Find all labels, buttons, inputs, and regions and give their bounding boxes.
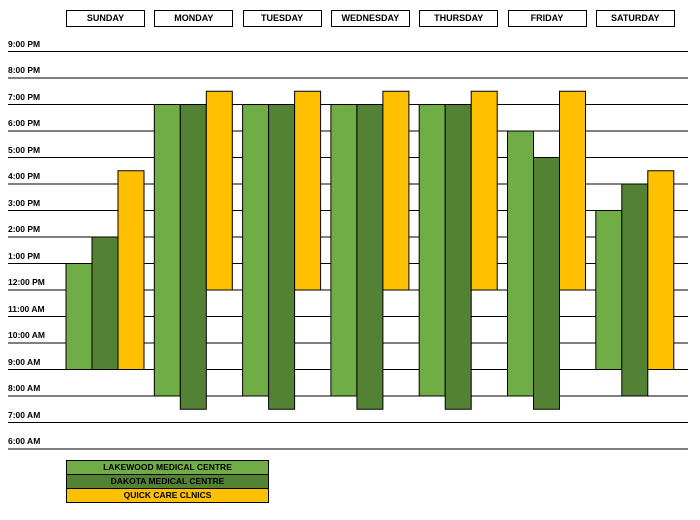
y-tick-label: 8:00 PM bbox=[8, 65, 41, 75]
y-tick-label: 1:00 PM bbox=[8, 250, 41, 261]
y-tick-label: 5:00 PM bbox=[8, 144, 41, 155]
y-tick-label: 3:00 PM bbox=[8, 197, 41, 208]
bar bbox=[382, 90, 410, 291]
y-tick-label: 7:00 AM bbox=[8, 409, 41, 420]
y-tick-label: 2:00 PM bbox=[8, 224, 41, 234]
y-tick-label: 7:00 PM bbox=[8, 91, 41, 102]
y-tick-label: 11:00 AM bbox=[8, 303, 45, 314]
legend-item: LAKEWOOD MEDICAL CENTRE bbox=[66, 460, 269, 475]
y-tick-label: 9:00 PM bbox=[8, 38, 41, 49]
bar bbox=[242, 104, 270, 397]
bar bbox=[179, 104, 207, 410]
bar bbox=[330, 104, 358, 397]
y-tick-label: 6:00 PM bbox=[8, 118, 41, 128]
bar bbox=[595, 210, 623, 370]
day-header: MONDAY bbox=[154, 10, 234, 27]
bar bbox=[65, 263, 93, 370]
day-header: TUESDAY bbox=[242, 10, 322, 27]
bar bbox=[647, 170, 675, 370]
bar bbox=[444, 104, 472, 410]
bar bbox=[507, 130, 534, 397]
y-tick-label: 9:00 AM bbox=[8, 356, 41, 367]
y-tick-label: 10:00 AM bbox=[8, 330, 46, 340]
y-tick-label: 4:00 PM bbox=[8, 171, 41, 181]
y-tick-label: 6:00 AM bbox=[8, 436, 41, 446]
legend-item: QUICK CARE CLNICS bbox=[66, 488, 269, 503]
day-header: THURSDAY bbox=[419, 10, 499, 27]
bar bbox=[418, 104, 446, 397]
day-header: SATURDAY bbox=[595, 10, 675, 27]
day-header: FRIDAY bbox=[507, 10, 587, 27]
y-tick-label: 12:00 PM bbox=[8, 277, 45, 287]
bar bbox=[268, 104, 296, 410]
legend-item: DAKOTA MEDICAL CENTRE bbox=[66, 474, 269, 489]
bar bbox=[559, 90, 586, 291]
day-header: SUNDAY bbox=[66, 10, 145, 27]
bar bbox=[117, 170, 145, 370]
bar bbox=[533, 157, 560, 410]
bar bbox=[470, 90, 498, 291]
y-tick-label: 8:00 AM bbox=[8, 383, 41, 393]
bar bbox=[153, 104, 181, 397]
bar bbox=[356, 104, 384, 410]
bar bbox=[91, 236, 119, 370]
bar bbox=[205, 90, 233, 291]
bar bbox=[294, 90, 322, 291]
day-header: WEDNESDAY bbox=[330, 10, 410, 27]
bar bbox=[621, 183, 649, 397]
